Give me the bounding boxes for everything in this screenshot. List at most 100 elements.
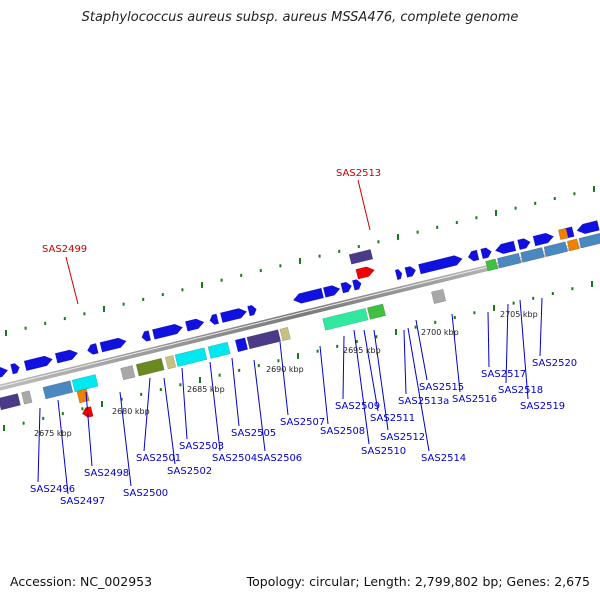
gene-label[interactable]: SAS2507: [280, 417, 325, 428]
leader-line: [209, 361, 221, 452]
reverse-strand-feature: [42, 380, 74, 400]
reverse-strand-feature: [120, 365, 136, 381]
gene-label[interactable]: SAS2498: [84, 468, 129, 479]
leader-line: [363, 329, 379, 412]
kbp-label: 2700 kbp: [421, 328, 459, 337]
outer-tick: [299, 257, 301, 264]
sas2499-orange-feature: [76, 388, 90, 404]
gene-label[interactable]: SAS2518: [498, 385, 543, 396]
outer-tick-row: [5, 185, 595, 336]
outer-tick: [357, 245, 360, 249]
forward-cds-arrow: [532, 232, 555, 247]
reverse-strand-feature: [279, 326, 291, 342]
forward-cds-arrow: [292, 287, 324, 304]
reverse-strand-feature: [566, 238, 580, 252]
outer-tick: [338, 249, 341, 253]
outer-tick: [201, 281, 203, 288]
inner-tick: [453, 316, 456, 320]
outer-tick: [220, 278, 223, 282]
inner-tick: [277, 359, 280, 363]
accession-text: Accession: NC_002953: [10, 574, 153, 589]
forward-cds-arrow: [0, 366, 9, 380]
outer-tick: [279, 264, 282, 268]
leader-line: [519, 299, 529, 400]
genome-stats-text: Topology: circular; Length: 2,799,802 bp…: [246, 574, 590, 589]
leader-line: [143, 377, 151, 452]
outer-tick: [397, 233, 399, 240]
highlight-gene-label[interactable]: SAS2513: [336, 168, 381, 179]
gene-label[interactable]: SAS2505: [231, 428, 276, 439]
gene-label[interactable]: SAS2513a: [398, 396, 449, 407]
highlight-gene-label[interactable]: SAS2499: [42, 244, 87, 255]
reverse-strand-feature: [135, 357, 165, 377]
forward-cds-arrow: [54, 349, 79, 364]
forward-cds-arrow: [10, 363, 20, 375]
gene-label[interactable]: SAS2503: [179, 441, 224, 452]
gene-label[interactable]: SAS2510: [361, 446, 406, 457]
inner-tick: [238, 368, 241, 372]
reverse-strand-feature: [543, 241, 568, 257]
gene-label[interactable]: SAS2517: [481, 369, 526, 380]
genome-title: Staphylococcus aureus subsp. aureus MSSA…: [81, 10, 519, 25]
leader-line: [415, 319, 428, 381]
outer-tick: [103, 305, 105, 312]
gene-label[interactable]: SAS2496: [30, 484, 75, 495]
gene-label[interactable]: SAS2514: [421, 453, 466, 464]
gene-label[interactable]: SAS2509: [335, 401, 380, 412]
inner-tick: [395, 328, 397, 335]
reverse-strand-feature: [520, 247, 545, 263]
leader-line: [231, 357, 240, 427]
gene-label[interactable]: SAS2512: [380, 432, 425, 443]
outer-tick: [142, 297, 145, 301]
inner-tick: [336, 344, 339, 348]
outer-tick: [181, 288, 184, 292]
gene-label[interactable]: SAS2506: [257, 453, 302, 464]
outer-tick: [83, 312, 86, 316]
inner-tick: [257, 364, 260, 368]
inner-tick: [179, 383, 182, 387]
inner-tick: [375, 335, 378, 339]
reverse-strand-feature: [246, 329, 282, 350]
gene-label[interactable]: SAS2520: [532, 358, 577, 369]
forward-cds-arrow: [99, 337, 127, 353]
gene-label[interactable]: SAS2504: [212, 453, 257, 464]
forward-cds-arrow: [151, 323, 184, 340]
kbp-label: 2685 kbp: [187, 385, 225, 394]
forward-cds-arrow: [404, 266, 417, 278]
kbp-labels: 2675 kbp 2680 kbp 2685 kbp 2690 kbp 2695 kbp…: [34, 310, 538, 438]
leader-line: [353, 329, 370, 445]
leader-line: [319, 345, 329, 425]
forward-cds-arrow: [185, 318, 205, 332]
reverse-strand-feature: [496, 252, 522, 269]
gene-label[interactable]: SAS2516: [452, 394, 497, 405]
gene-label[interactable]: SAS2500: [123, 488, 168, 499]
leader-line: [57, 399, 69, 495]
gene-label[interactable]: SAS2515: [419, 382, 464, 393]
gene-label[interactable]: SAS2501: [136, 453, 181, 464]
gene-label[interactable]: SAS2508: [320, 426, 365, 437]
outer-tick: [377, 240, 380, 244]
forward-cds-arrow: [467, 249, 480, 262]
leader-line: [539, 297, 543, 357]
outer-tick: [534, 201, 537, 205]
inner-tick: [42, 416, 45, 420]
reverse-strand-feature: [174, 347, 208, 367]
outer-tick: [24, 326, 27, 330]
reverse-strand-feature: [164, 355, 177, 370]
inner-tick: [551, 292, 554, 296]
label-leader-lines: [37, 179, 543, 495]
leader-line: [65, 256, 79, 305]
gene-label[interactable]: SAS2497: [60, 496, 105, 507]
inner-tick: [355, 340, 358, 344]
gene-label[interactable]: SAS2502: [167, 466, 212, 477]
forward-cds-arrow: [576, 220, 600, 235]
forward-cds-arrow: [209, 313, 220, 325]
outer-tick: [573, 192, 576, 196]
forward-cds-arrow: [352, 279, 362, 291]
leader-line: [119, 391, 132, 487]
leader-line: [357, 179, 371, 231]
gene-label[interactable]: SAS2511: [370, 413, 415, 424]
gene-label[interactable]: SAS2519: [520, 401, 565, 412]
outer-tick: [44, 321, 47, 325]
